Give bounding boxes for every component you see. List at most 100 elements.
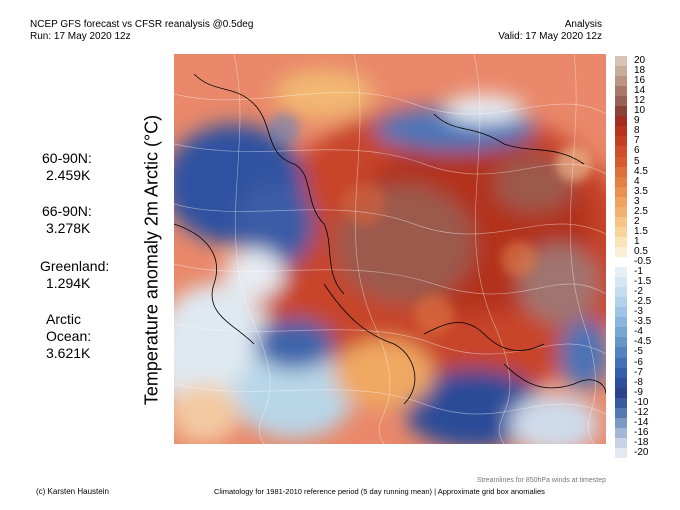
colorbar-tick-label: -7 (634, 366, 643, 378)
colorbar-cell (615, 186, 627, 198)
credit: (c) Karsten Haustein (36, 487, 109, 496)
colorbar-cell (615, 397, 627, 409)
colorbar-cell (615, 76, 627, 87)
streamlines (174, 54, 606, 444)
stat-greenland-label: Greenland: (40, 258, 110, 274)
colorbar-cell (615, 427, 627, 439)
colorbar-cell (615, 387, 627, 399)
colorbar-cell (615, 277, 627, 288)
colorbar-cell (615, 377, 627, 389)
colorbar-cell (615, 437, 627, 449)
colorbar-cell (615, 297, 627, 308)
anomaly-detail (268, 113, 592, 334)
colorbar-tick-label: 8 (634, 125, 640, 137)
colorbar-tick-label: -6 (634, 356, 643, 368)
colorbar-cell (615, 226, 627, 238)
colorbar-tick-label: 1.5 (634, 225, 648, 237)
colorbar-tick-label: -18 (634, 436, 649, 448)
climatology-note: Climatology for 1981-2010 reference peri… (214, 487, 545, 496)
colorbar-tick-label: -4.5 (634, 336, 652, 348)
stat-6090-value: 2.459K (46, 167, 91, 183)
colorbar-cell (615, 216, 627, 228)
colorbar-cell (615, 447, 627, 459)
coastlines (174, 73, 606, 405)
colorbar-cell (615, 367, 627, 379)
colorbar-tick-label: 20 (634, 55, 646, 67)
colorbar-tick-label: 6 (634, 145, 640, 157)
colorbar-tick-label: 3 (634, 195, 640, 207)
map-svg (174, 54, 606, 444)
colorbar-cell (615, 337, 627, 348)
colorbar-cell (615, 287, 627, 298)
colorbar-cell (615, 96, 627, 107)
colorbar (615, 56, 627, 459)
colorbar-tick-label: 12 (634, 95, 646, 107)
colorbar-tick-label: 4.5 (634, 165, 648, 177)
colorbar-tick-label: 9 (634, 115, 640, 127)
colorbar-tick-label: 2.5 (634, 205, 648, 217)
colorbar-cell (615, 307, 627, 318)
stat-arctic-value: 3.621K (46, 345, 91, 361)
colorbar-cell (615, 246, 627, 258)
colorbar-cell (615, 106, 627, 117)
stat-6090-label: 60-90N: (42, 150, 92, 166)
colorbar-tick-label: 0.5 (634, 245, 648, 257)
colorbar-cell (615, 317, 627, 328)
colorbar-cell (615, 347, 627, 358)
colorbar-cell (615, 357, 627, 369)
axis-label: Temperature anomaly 2m Arctic (°C) (141, 114, 162, 406)
colorbar-tick-label: -2.5 (634, 296, 652, 308)
colorbar-tick-label: 1 (634, 235, 640, 247)
title-left: NCEP GFS forecast vs CFSR reanalysis @0.… (30, 19, 254, 30)
colorbar-tick-label: -1.5 (634, 276, 652, 288)
colorbar-tick-label: 18 (634, 65, 646, 77)
colorbar-cell (615, 86, 627, 97)
colorbar-cell (615, 146, 627, 157)
colorbar-cell (615, 126, 627, 137)
colorbar-tick-label: -12 (634, 406, 649, 418)
colorbar-tick-label: -3 (634, 306, 643, 318)
colorbar-tick-label: -0.5 (634, 256, 652, 268)
colorbar-tick-label: 5 (634, 155, 640, 167)
stat-arctic-label-2: Ocean: (46, 328, 92, 344)
colorbar-cell (615, 236, 627, 248)
stat-6690-label: 66-90N: (42, 203, 92, 219)
colorbar-tick-label: -5 (634, 346, 643, 358)
run-label: Run: 17 May 2020 12z (30, 31, 131, 42)
colorbar-tick-label: -10 (634, 396, 649, 408)
colorbar-tick-label: 7 (634, 135, 640, 147)
colorbar-cell (615, 176, 627, 188)
colorbar-cell (615, 116, 627, 127)
streamline-note: Streamlines for 850hPa winds at timestep (476, 477, 606, 484)
colorbar-tick-label: -9 (634, 386, 643, 398)
colorbar-cell (615, 66, 627, 77)
colorbar-tick-label: 10 (634, 105, 646, 117)
colorbar-tick-label: -3.5 (634, 316, 652, 328)
colorbar-tick-label: 4 (634, 175, 640, 187)
colorbar-tick-label: -1 (634, 266, 643, 278)
colorbar-tick-label: 3.5 (634, 185, 648, 197)
colorbar-tick-label: -14 (634, 416, 649, 428)
valid-label: Valid: 17 May 2020 12z (498, 31, 602, 42)
colorbar-cell (615, 136, 627, 147)
colorbar-cell (615, 196, 627, 208)
colorbar-cell (615, 327, 627, 338)
colorbar-cell (615, 407, 627, 419)
colorbar-tick-label: -20 (634, 446, 649, 458)
colorbar-cell (615, 56, 627, 67)
colorbar-tick-label: -4 (634, 326, 643, 338)
colorbar-cell (615, 166, 627, 178)
colorbar-cell (615, 156, 627, 168)
stat-6690-value: 3.278K (46, 220, 91, 236)
anomaly-field (174, 69, 606, 444)
colorbar-tick-label: -2 (634, 286, 643, 298)
colorbar-cell (615, 417, 627, 429)
colorbar-tick-label: 16 (634, 75, 646, 87)
colorbar-tick-label: 2 (634, 215, 640, 227)
colorbar-tick-label: -8 (634, 376, 643, 388)
anomaly-map (174, 54, 606, 444)
colorbar-cell (615, 206, 627, 218)
mode-label: Analysis (564, 19, 602, 30)
colorbar-cell (615, 267, 627, 278)
stat-arctic-label-1: Arctic (46, 311, 81, 327)
